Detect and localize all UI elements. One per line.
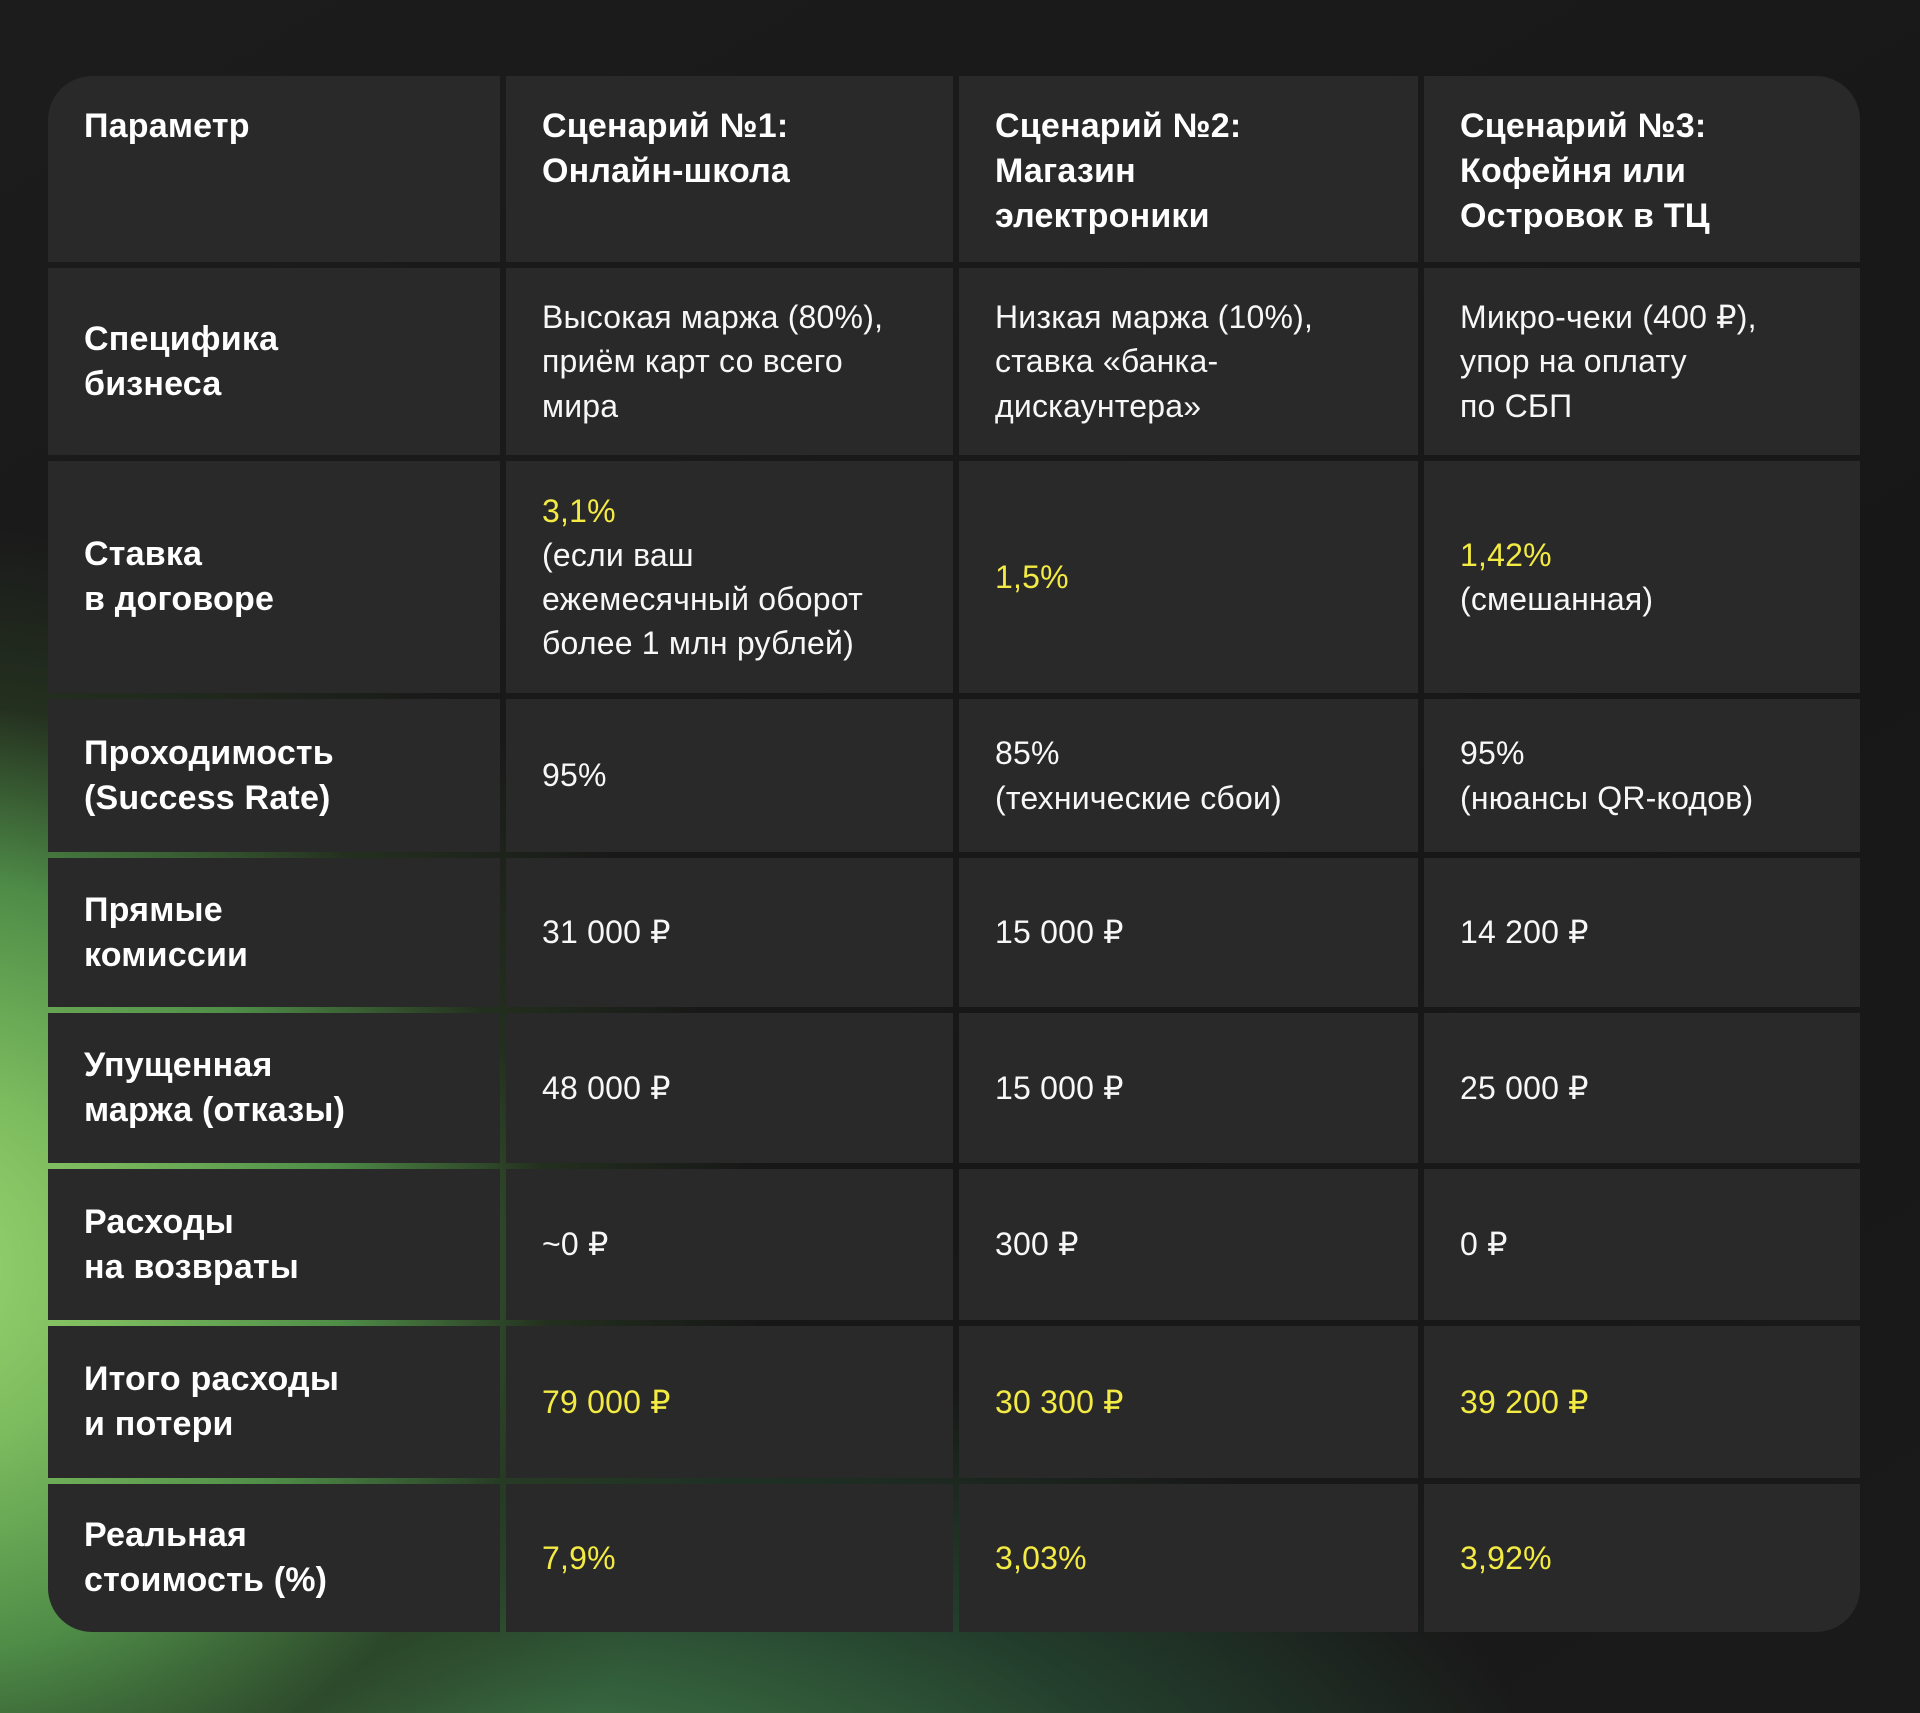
row-label-3: Прямые комиссии	[48, 858, 500, 1007]
column-header-scenario-1-text: Сценарий №1:	[542, 107, 789, 145]
row-label-5: Расходы на возвраты	[48, 1169, 500, 1320]
value-cell-r5-c2-text: 0 ₽	[1460, 1226, 1508, 1263]
value-cell-r1-c0-text: 3,1%	[542, 492, 616, 529]
column-header-parameter: Параметр	[48, 76, 500, 262]
row-label-2-text: Проходимость (Success Rate)	[84, 733, 334, 817]
value-cell-r0-c2: Микро-чеки (400 ₽), упор на оплату по СБ…	[1424, 268, 1860, 455]
column-header-scenario-2-text: Сценарий №2:	[995, 107, 1242, 145]
value-cell-r0-c1-text: Низкая маржа (10%), ставка «банка- диска…	[995, 299, 1314, 424]
value-cell-r1-c1: 1,5%	[959, 461, 1418, 693]
value-cell-r4-c2: 25 000 ₽	[1424, 1013, 1860, 1163]
row-label-0: Специфика бизнеса	[48, 268, 500, 455]
row-label-4: Упущенная маржа (отказы)	[48, 1013, 500, 1163]
column-header-scenario-1: Сценарий №1: Онлайн-школа	[506, 76, 953, 262]
column-header-scenario-1-text: Онлайн-школа	[542, 151, 790, 190]
row-label-6-text: Итого расходы и потери	[84, 1360, 340, 1443]
value-cell-r0-c0-text: Высокая маржа (80%), приём карт со всего…	[542, 299, 884, 424]
value-cell-r6-c0-text: 79 000 ₽	[542, 1383, 671, 1420]
column-header-scenario-3-text: Кофейня или Островок в ТЦ	[1460, 151, 1710, 235]
value-cell-r4-c0: 48 000 ₽	[506, 1013, 953, 1163]
row-label-0-text: Специфика бизнеса	[84, 319, 279, 403]
column-header-scenario-2-text: Магазин электроники	[995, 151, 1210, 235]
column-header-scenario-3: Сценарий №3: Кофейня или Островок в ТЦ	[1424, 76, 1860, 262]
column-header-parameter-text: Параметр	[84, 107, 250, 145]
row-label-5-text: Расходы на возвраты	[84, 1202, 300, 1286]
comparison-table: Параметр Сценарий №1: Онлайн-школа Сценарий…	[48, 76, 1860, 1632]
value-cell-r5-c1-text: 300 ₽	[995, 1226, 1079, 1263]
row-label-1: Ставка в договоре	[48, 461, 500, 693]
value-cell-r0-c1: Низкая маржа (10%), ставка «банка- диска…	[959, 268, 1418, 455]
value-cell-r0-c0: Высокая маржа (80%), приём карт со всего…	[506, 268, 953, 455]
row-label-7: Реальная стоимость (%)	[48, 1484, 500, 1632]
value-cell-r6-c1: 30 300 ₽	[959, 1326, 1418, 1478]
value-cell-r3-c2-text: 14 200 ₽	[1460, 914, 1589, 951]
value-cell-r4-c1-text: 15 000 ₽	[995, 1069, 1124, 1106]
row-label-1-text: Ставка в договоре	[84, 535, 275, 618]
value-cell-r4-c1: 15 000 ₽	[959, 1013, 1418, 1163]
value-cell-r3-c1-text: 15 000 ₽	[995, 914, 1124, 951]
value-cell-r6-c0: 79 000 ₽	[506, 1326, 953, 1478]
value-cell-r7-c1: 3,03%	[959, 1484, 1418, 1632]
value-cell-r4-c2-text: 25 000 ₽	[1460, 1069, 1589, 1106]
value-cell-r2-c1: 85% (технические сбои)	[959, 699, 1418, 852]
value-cell-r7-c0: 7,9%	[506, 1484, 953, 1632]
value-cell-r2-c0-text: 95%	[542, 757, 607, 794]
row-label-4-text: Упущенная маржа (отказы)	[84, 1046, 346, 1129]
value-cell-r5-c0: ~0 ₽	[506, 1169, 953, 1320]
value-cell-r3-c2: 14 200 ₽	[1424, 858, 1860, 1007]
value-cell-r3-c1: 15 000 ₽	[959, 858, 1418, 1007]
value-cell-r2-c1-text: 85% (технические сбои)	[995, 735, 1282, 816]
value-cell-r4-c0-text: 48 000 ₽	[542, 1069, 671, 1106]
value-cell-r0-c2-text: Микро-чеки (400 ₽), упор на оплату по СБ…	[1460, 299, 1757, 424]
row-label-3-text: Прямые комиссии	[84, 890, 249, 974]
value-cell-r7-c0-text: 7,9%	[542, 1539, 616, 1576]
value-cell-r6-c1-text: 30 300 ₽	[995, 1383, 1124, 1420]
value-cell-r2-c2: 95% (нюансы QR-кодов)	[1424, 699, 1860, 852]
value-cell-r2-c2-text: 95% (нюансы QR-кодов)	[1460, 735, 1754, 816]
row-label-2: Проходимость (Success Rate)	[48, 699, 500, 852]
value-cell-r3-c0: 31 000 ₽	[506, 858, 953, 1007]
row-label-7-text: Реальная стоимость (%)	[84, 1516, 328, 1599]
value-cell-r1-c2-text: 1,42%	[1460, 536, 1552, 573]
value-cell-r7-c2-text: 3,92%	[1460, 1539, 1552, 1576]
value-cell-r2-c0: 95%	[506, 699, 953, 852]
value-cell-r1-c2: 1,42% (смешанная)	[1424, 461, 1860, 693]
value-cell-r7-c2: 3,92%	[1424, 1484, 1860, 1632]
value-cell-r7-c1-text: 3,03%	[995, 1539, 1087, 1576]
column-header-scenario-2: Сценарий №2: Магазин электроники	[959, 76, 1418, 262]
column-header-scenario-3-text: Сценарий №3:	[1460, 107, 1707, 145]
value-cell-r1-c2-text: (смешанная)	[1460, 581, 1654, 617]
value-cell-r3-c0-text: 31 000 ₽	[542, 914, 671, 951]
value-cell-r1-c0: 3,1% (если ваш ежемесячный оборот более 1…	[506, 461, 953, 693]
value-cell-r6-c2: 39 200 ₽	[1424, 1326, 1860, 1478]
value-cell-r6-c2-text: 39 200 ₽	[1460, 1383, 1589, 1420]
value-cell-r5-c0-text: ~0 ₽	[542, 1226, 609, 1263]
value-cell-r1-c0-text: (если ваш ежемесячный оборот более 1 млн…	[542, 536, 863, 662]
value-cell-r1-c1-text: 1,5%	[995, 558, 1069, 595]
value-cell-r5-c1: 300 ₽	[959, 1169, 1418, 1320]
value-cell-r5-c2: 0 ₽	[1424, 1169, 1860, 1320]
row-label-6: Итого расходы и потери	[48, 1326, 500, 1478]
